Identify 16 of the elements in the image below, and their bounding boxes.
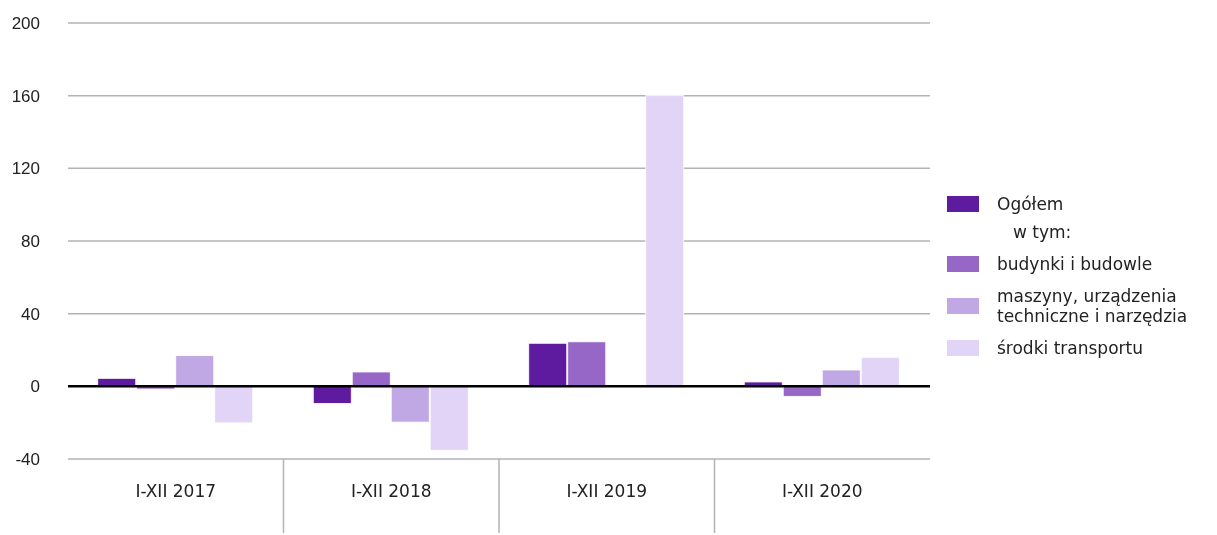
y-tick-label: 80: [21, 231, 40, 251]
legend-label: maszyny, urządzenia techniczne i narzędzia: [997, 286, 1188, 326]
legend-label: Ogółem: [997, 194, 1064, 214]
x-tick-label: I-XII 2020: [781, 481, 863, 501]
legend-label: środki transportu: [997, 338, 1143, 358]
y-tick-label: 200: [11, 13, 40, 33]
y-tick-label: 160: [11, 86, 40, 106]
y-tick-label: 40: [21, 304, 40, 324]
y-tick-label: 0: [30, 377, 40, 397]
y-tick-label: 120: [11, 159, 40, 179]
x-tick-label: I-XII 2019: [566, 481, 648, 501]
x-tick-label: I-XII 2017: [135, 481, 217, 501]
legend-label: budynki i budowle: [997, 254, 1153, 274]
y-tick-label: -40: [15, 449, 40, 469]
x-tick-label: I-XII 2018: [350, 481, 432, 501]
text: w tym:: [1013, 222, 1072, 242]
